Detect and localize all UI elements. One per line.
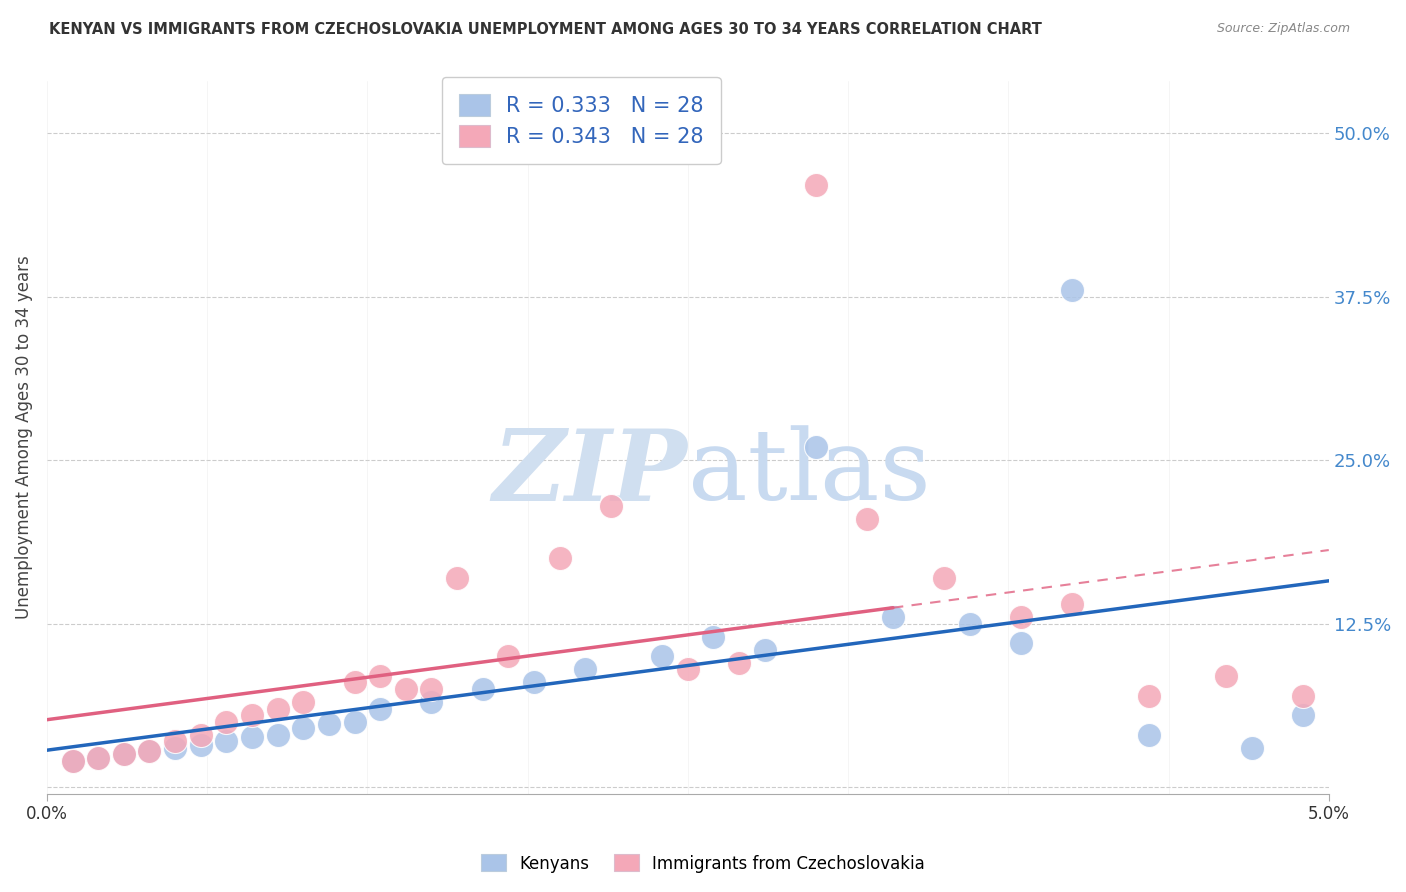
Point xyxy=(138,743,160,757)
Point xyxy=(1292,708,1315,723)
Point xyxy=(266,701,288,715)
Point xyxy=(343,714,366,729)
Point xyxy=(62,754,84,768)
Text: ZIP: ZIP xyxy=(494,425,688,521)
Point xyxy=(446,571,468,585)
Point xyxy=(498,649,520,664)
Point xyxy=(395,681,418,696)
Point xyxy=(368,669,391,683)
Point xyxy=(1215,669,1237,683)
Point xyxy=(112,747,135,762)
Y-axis label: Unemployment Among Ages 30 to 34 years: Unemployment Among Ages 30 to 34 years xyxy=(15,255,32,619)
Point xyxy=(676,662,699,676)
Point xyxy=(240,731,263,745)
Point xyxy=(215,714,238,729)
Point xyxy=(882,610,904,624)
Point xyxy=(138,743,160,757)
Point xyxy=(1010,610,1032,624)
Point xyxy=(190,739,212,753)
Point xyxy=(112,747,135,762)
Point xyxy=(343,675,366,690)
Point xyxy=(471,681,494,696)
Point xyxy=(1240,740,1263,755)
Text: atlas: atlas xyxy=(688,425,931,521)
Point xyxy=(754,642,776,657)
Point xyxy=(600,499,623,513)
Point xyxy=(959,616,981,631)
Point xyxy=(856,512,879,526)
Point xyxy=(292,721,315,735)
Legend: Kenyans, Immigrants from Czechoslovakia: Kenyans, Immigrants from Czechoslovakia xyxy=(474,847,932,880)
Point xyxy=(266,728,288,742)
Point xyxy=(190,728,212,742)
Point xyxy=(702,630,724,644)
Point xyxy=(523,675,546,690)
Point xyxy=(728,656,751,670)
Point xyxy=(1137,689,1160,703)
Point xyxy=(420,681,443,696)
Point xyxy=(934,571,956,585)
Text: KENYAN VS IMMIGRANTS FROM CZECHOSLOVAKIA UNEMPLOYMENT AMONG AGES 30 TO 34 YEARS : KENYAN VS IMMIGRANTS FROM CZECHOSLOVAKIA… xyxy=(49,22,1042,37)
Text: Source: ZipAtlas.com: Source: ZipAtlas.com xyxy=(1216,22,1350,36)
Point xyxy=(215,734,238,748)
Point xyxy=(240,708,263,723)
Point xyxy=(1292,689,1315,703)
Point xyxy=(318,717,340,731)
Point xyxy=(420,695,443,709)
Point xyxy=(62,754,84,768)
Point xyxy=(1062,283,1084,297)
Point xyxy=(368,701,391,715)
Point xyxy=(87,751,110,765)
Point xyxy=(804,440,827,454)
Point xyxy=(1010,636,1032,650)
Point xyxy=(165,740,187,755)
Point xyxy=(87,751,110,765)
Point xyxy=(651,649,673,664)
Point xyxy=(1062,597,1084,611)
Point xyxy=(548,551,571,566)
Point xyxy=(1137,728,1160,742)
Point xyxy=(165,734,187,748)
Legend: R = 0.333   N = 28, R = 0.343   N = 28: R = 0.333 N = 28, R = 0.343 N = 28 xyxy=(441,77,721,164)
Point xyxy=(804,178,827,193)
Point xyxy=(292,695,315,709)
Point xyxy=(574,662,596,676)
